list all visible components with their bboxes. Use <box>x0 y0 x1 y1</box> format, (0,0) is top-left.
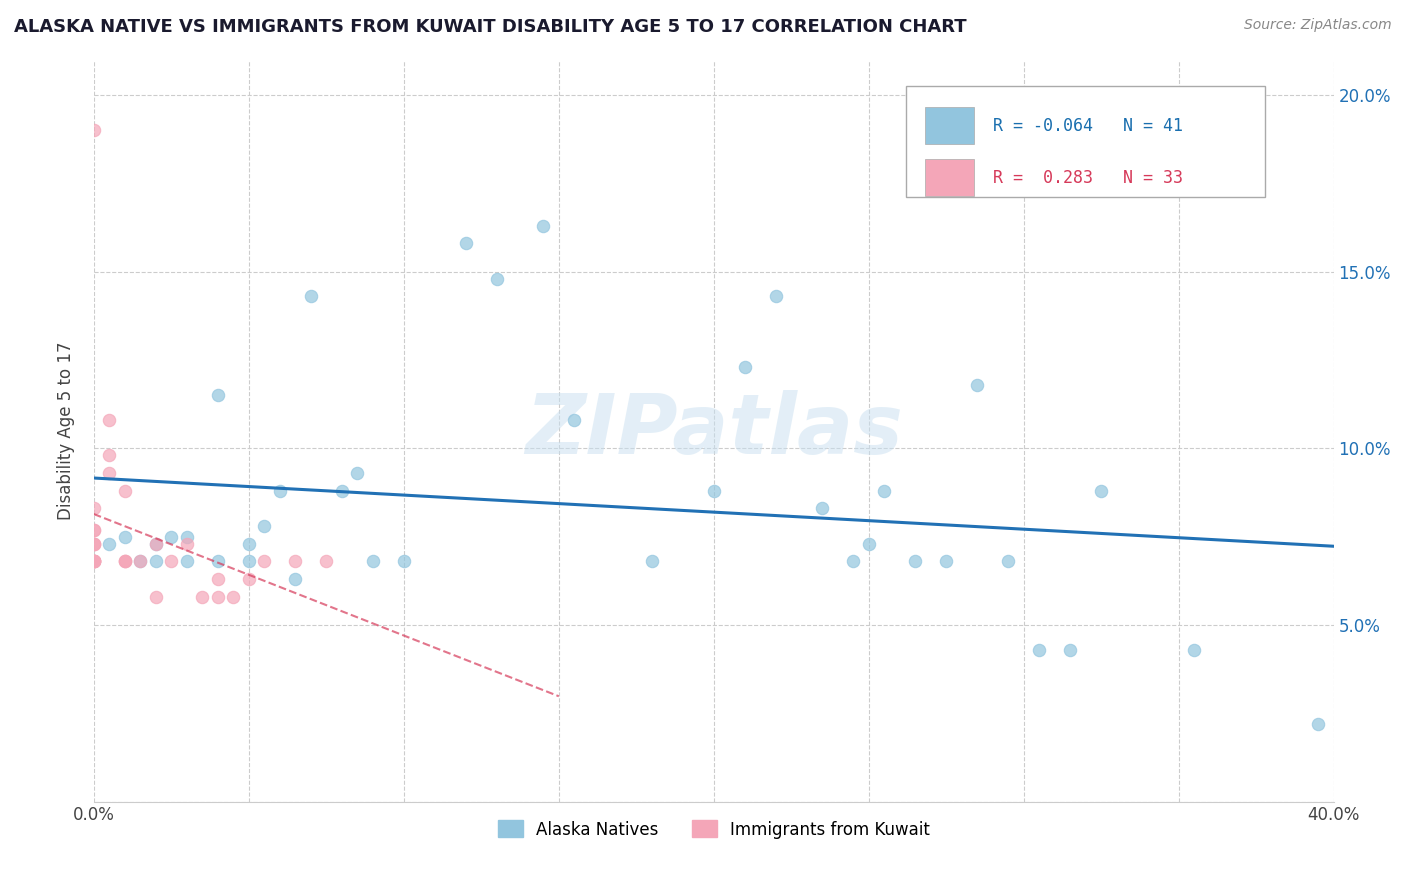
Point <box>531 219 554 233</box>
Point <box>129 554 152 568</box>
Text: ALASKA NATIVE VS IMMIGRANTS FROM KUWAIT DISABILITY AGE 5 TO 17 CORRELATION CHART: ALASKA NATIVE VS IMMIGRANTS FROM KUWAIT … <box>14 18 967 36</box>
Point <box>83 536 105 550</box>
Point <box>238 554 260 568</box>
Point <box>269 483 291 498</box>
Point <box>284 572 307 586</box>
Point <box>765 289 787 303</box>
Point <box>1059 642 1081 657</box>
Point <box>114 530 136 544</box>
Point <box>703 483 725 498</box>
Point <box>176 554 198 568</box>
Point <box>114 554 136 568</box>
Point <box>641 554 664 568</box>
Point <box>811 501 834 516</box>
Point <box>145 536 167 550</box>
Y-axis label: Disability Age 5 to 17: Disability Age 5 to 17 <box>58 342 75 520</box>
Point <box>83 554 105 568</box>
Point <box>83 123 105 137</box>
Point <box>238 536 260 550</box>
Point <box>98 448 121 462</box>
Point <box>253 519 276 533</box>
Point <box>1182 642 1205 657</box>
Point <box>83 501 105 516</box>
Text: R = -0.064   N = 41: R = -0.064 N = 41 <box>993 117 1182 135</box>
Point <box>562 413 585 427</box>
Point <box>392 554 415 568</box>
Point <box>858 536 880 550</box>
Point <box>734 359 756 374</box>
Point <box>1090 483 1112 498</box>
Point <box>873 483 896 498</box>
Point <box>454 236 477 251</box>
Point <box>83 554 105 568</box>
Point <box>145 536 167 550</box>
Point <box>145 554 167 568</box>
Point <box>83 554 105 568</box>
Point <box>966 377 988 392</box>
Point <box>83 523 105 537</box>
Point <box>98 536 121 550</box>
Point <box>904 554 927 568</box>
Point <box>160 530 183 544</box>
Point <box>83 536 105 550</box>
Point <box>253 554 276 568</box>
Point <box>315 554 337 568</box>
Point <box>98 466 121 480</box>
Point <box>145 590 167 604</box>
Point <box>114 554 136 568</box>
Point <box>207 572 229 586</box>
Point <box>284 554 307 568</box>
Point <box>935 554 957 568</box>
Point <box>330 483 353 498</box>
FancyBboxPatch shape <box>905 86 1265 197</box>
Point <box>361 554 384 568</box>
Point <box>299 289 322 303</box>
Point <box>222 590 245 604</box>
Point <box>83 523 105 537</box>
Point <box>997 554 1019 568</box>
Point <box>176 536 198 550</box>
Point <box>346 466 368 480</box>
Point <box>1028 642 1050 657</box>
Point <box>98 413 121 427</box>
Point <box>83 554 105 568</box>
Point <box>842 554 865 568</box>
Legend: Alaska Natives, Immigrants from Kuwait: Alaska Natives, Immigrants from Kuwait <box>491 814 936 846</box>
Point <box>207 590 229 604</box>
Point <box>207 554 229 568</box>
Point <box>83 536 105 550</box>
Point <box>114 483 136 498</box>
Text: ZIPatlas: ZIPatlas <box>524 390 903 471</box>
Text: Source: ZipAtlas.com: Source: ZipAtlas.com <box>1244 18 1392 32</box>
Point <box>485 271 508 285</box>
Point <box>176 530 198 544</box>
Point <box>207 388 229 402</box>
Point <box>114 554 136 568</box>
Bar <box>925 159 974 196</box>
Bar <box>925 107 974 145</box>
Point <box>191 590 214 604</box>
Point <box>160 554 183 568</box>
Point <box>129 554 152 568</box>
Point <box>83 554 105 568</box>
Point <box>83 554 105 568</box>
Point <box>238 572 260 586</box>
Text: R =  0.283   N = 33: R = 0.283 N = 33 <box>993 169 1182 186</box>
Point <box>1308 716 1330 731</box>
